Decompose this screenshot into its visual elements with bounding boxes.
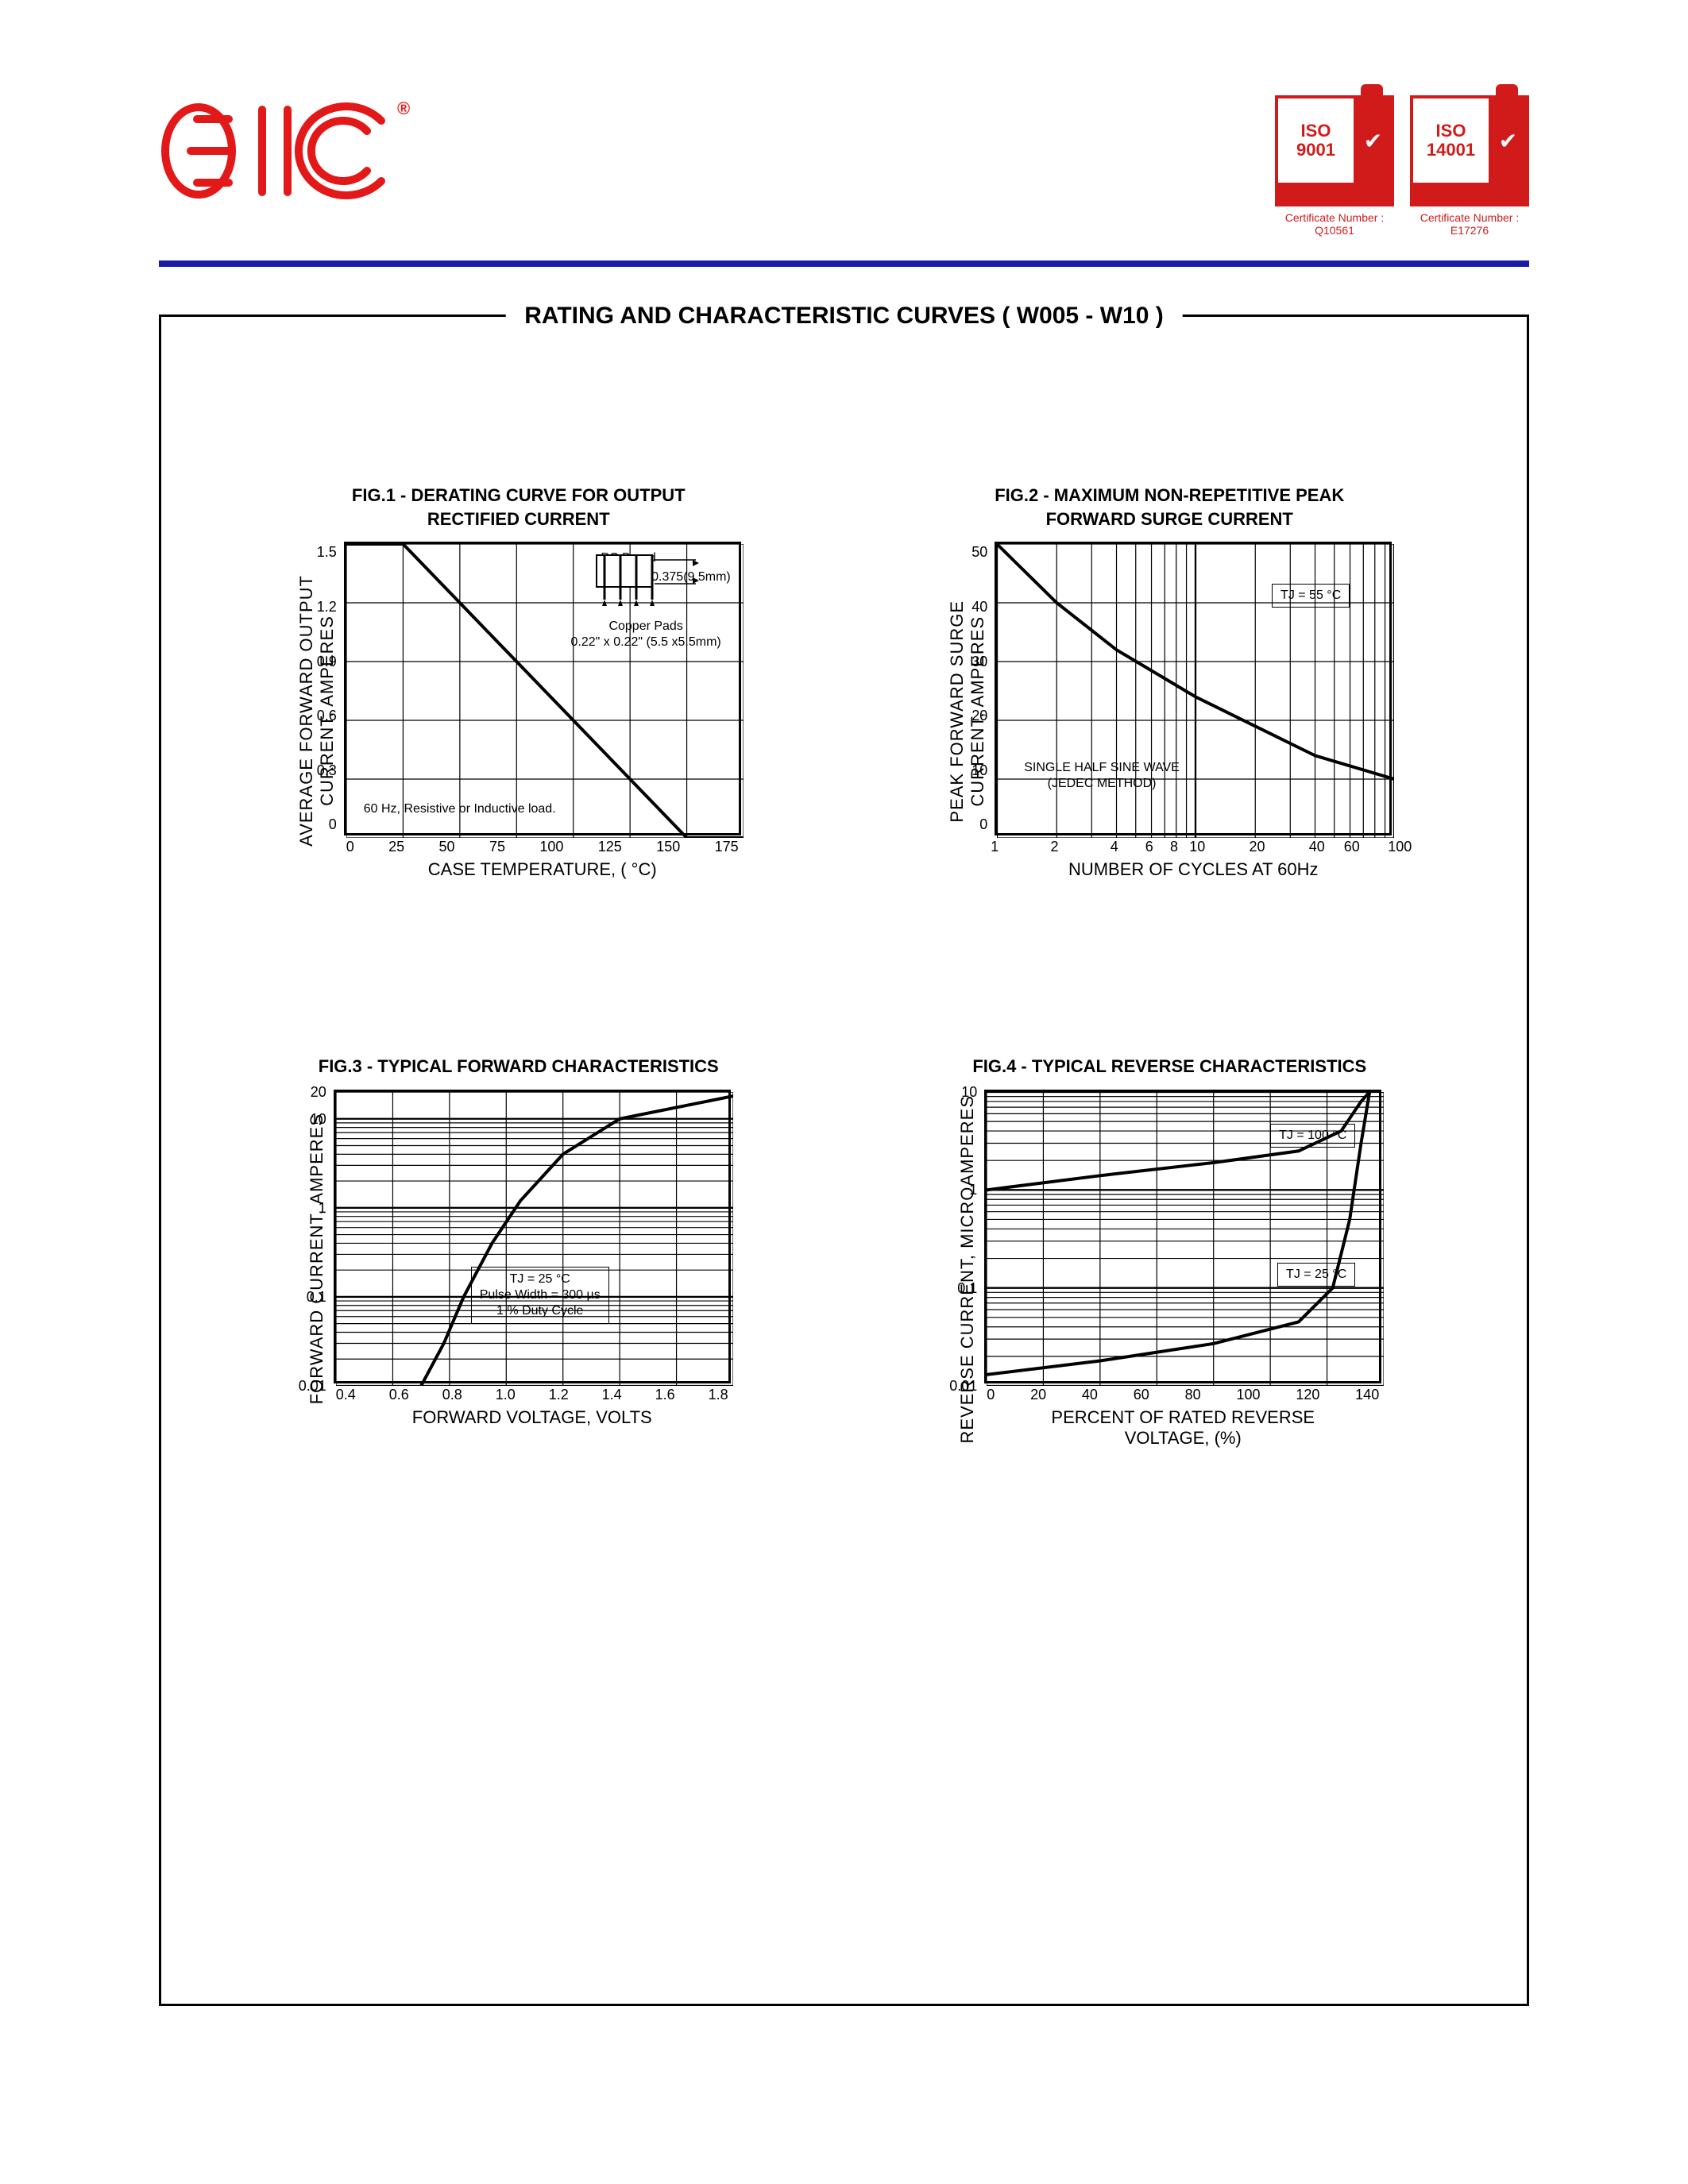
fig1-xlabel: CASE TEMPERATURE, ( °C): [428, 859, 657, 880]
content-frame: RATING AND CHARACTERISTIC CURVES ( W005 …: [159, 314, 1529, 2006]
iso9001-cert: Certificate Number : Q10561: [1275, 211, 1394, 237]
fig3-xlabel: FORWARD VOLTAGE, VOLTS: [412, 1407, 652, 1428]
iso9001-line1: ISO: [1301, 122, 1331, 141]
fig4-xticks: 020406080100120140: [987, 1387, 1379, 1403]
iso9001-line2: 9001: [1296, 141, 1335, 160]
fig1: FIG.1 - DERATING CURVE FOR OUTPUT RECTIF…: [209, 484, 829, 880]
fig2-yticks: 01020304050: [971, 544, 987, 833]
fig2-xticks: 1246810204060100: [997, 836, 1389, 855]
fig2-title: FIG.2 - MAXIMUM NON-REPETITIVE PEAK FORW…: [995, 484, 1344, 531]
iso14001-line1: ISO: [1436, 122, 1466, 141]
iso-badges: ISO 9001 ✔ Certificate Number : Q10561 I…: [1275, 95, 1529, 237]
fig4-yticks: 0.010.1110: [945, 1092, 977, 1381]
fig1-title: FIG.1 - DERATING CURVE FOR OUTPUT RECTIF…: [352, 484, 686, 531]
frame-title: RATING AND CHARACTERISTIC CURVES ( W005 …: [505, 303, 1183, 330]
fig1-plot: 00.30.60.91.21.5 0255075100125150175 60 …: [344, 542, 741, 835]
eic-logo-icon: ®: [159, 95, 421, 206]
fig3-xticks: 0.40.60.81.01.21.41.61.8: [336, 1387, 728, 1403]
svg-text:®: ®: [397, 98, 410, 118]
fig4-title: FIG.4 - TYPICAL REVERSE CHARACTERISTICS: [972, 1055, 1366, 1078]
fig2-xlabel: NUMBER OF CYCLES AT 60Hz: [1068, 859, 1319, 880]
iso-badge-14001: ISO 14001 ✔ Certificate Number : E17276: [1410, 95, 1529, 237]
fig3-plot: 0.010.111020 0.40.60.81.01.21.41.61.8 TJ…: [334, 1090, 731, 1383]
ukas-mark-icon: ✔: [1490, 98, 1526, 183]
fig2: FIG.2 - MAXIMUM NON-REPETITIVE PEAK FORW…: [860, 484, 1480, 880]
page-header: ® ISO 9001 ✔ Certificate Number : Q10561: [159, 95, 1529, 237]
fig3-title: FIG.3 - TYPICAL FORWARD CHARACTERISTICS: [319, 1055, 719, 1078]
iso14001-line2: 14001: [1427, 141, 1475, 160]
fig3-yticks: 0.010.111020: [295, 1092, 326, 1381]
fig4: FIG.4 - TYPICAL REVERSE CHARACTERISTICS …: [860, 1055, 1480, 1449]
iso14001-cert: Certificate Number : E17276: [1410, 211, 1529, 237]
header-rule: [159, 260, 1529, 267]
fig3: FIG.3 - TYPICAL FORWARD CHARACTERISTICS …: [209, 1055, 829, 1449]
fig1-yticks: 00.30.60.91.21.5: [317, 544, 337, 833]
fig1-xticks: 0255075100125150175: [346, 839, 739, 855]
fig4-xlabel: PERCENT OF RATED REVERSE VOLTAGE, (%): [1051, 1407, 1315, 1449]
fig2-plot: 01020304050 1246810204060100 TJ = 55 °C …: [995, 542, 1392, 835]
logo-area: ®: [159, 95, 421, 206]
ukas-mark-icon: ✔: [1355, 98, 1391, 183]
charts-grid: FIG.1 - DERATING CURVE FOR OUTPUT RECTIF…: [209, 484, 1479, 1449]
iso-badge-9001: ISO 9001 ✔ Certificate Number : Q10561: [1275, 95, 1394, 237]
fig4-plot: 0.010.1110 020406080100120140 TJ = 100 °…: [984, 1090, 1381, 1383]
